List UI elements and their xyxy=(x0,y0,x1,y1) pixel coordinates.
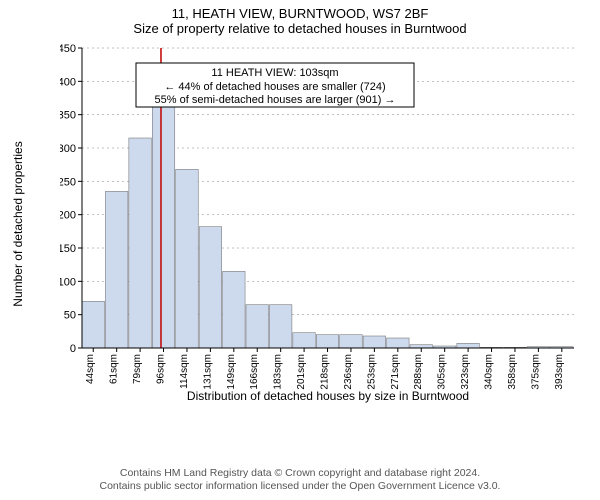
svg-text:131sqm: 131sqm xyxy=(202,354,213,390)
page-subtitle: Size of property relative to detached ho… xyxy=(0,21,600,40)
svg-text:305sqm: 305sqm xyxy=(437,354,448,390)
y-axis-label: Number of detached properties xyxy=(11,141,25,306)
svg-text:340sqm: 340sqm xyxy=(484,354,495,390)
annotation-line2: ← 44% of detached houses are smaller (72… xyxy=(164,81,385,93)
svg-text:271sqm: 271sqm xyxy=(390,354,401,390)
svg-text:114sqm: 114sqm xyxy=(179,354,190,389)
svg-text:450: 450 xyxy=(60,44,76,55)
svg-text:236sqm: 236sqm xyxy=(343,354,354,390)
annotation-line1: 11 HEATH VIEW: 103sqm xyxy=(211,67,338,79)
svg-text:201sqm: 201sqm xyxy=(296,354,307,390)
svg-text:358sqm: 358sqm xyxy=(507,354,518,390)
svg-text:253sqm: 253sqm xyxy=(366,354,377,390)
svg-text:166sqm: 166sqm xyxy=(249,354,260,390)
svg-text:150: 150 xyxy=(60,243,76,255)
svg-text:96sqm: 96sqm xyxy=(156,354,167,384)
svg-text:0: 0 xyxy=(70,343,76,355)
svg-text:323sqm: 323sqm xyxy=(460,354,471,390)
svg-text:149sqm: 149sqm xyxy=(226,354,237,390)
svg-text:61sqm: 61sqm xyxy=(109,354,120,384)
svg-text:300: 300 xyxy=(60,143,76,155)
histogram-chart: Number of detached properties 0501001502… xyxy=(36,44,586,404)
x-axis-label: Distribution of detached houses by size … xyxy=(187,389,469,403)
svg-text:393sqm: 393sqm xyxy=(554,354,565,390)
footer-line1: Contains HM Land Registry data © Crown c… xyxy=(0,467,600,481)
svg-text:288sqm: 288sqm xyxy=(413,354,424,390)
svg-text:183sqm: 183sqm xyxy=(273,354,284,390)
svg-text:44sqm: 44sqm xyxy=(85,354,96,384)
annotation-line3: 55% of semi-detached houses are larger (… xyxy=(155,94,396,106)
svg-text:400: 400 xyxy=(60,76,76,88)
svg-text:79sqm: 79sqm xyxy=(132,354,143,384)
svg-text:200: 200 xyxy=(60,210,76,222)
svg-text:350: 350 xyxy=(60,110,76,122)
svg-text:218sqm: 218sqm xyxy=(320,354,331,390)
svg-text:100: 100 xyxy=(60,276,76,288)
footer-attribution: Contains HM Land Registry data © Crown c… xyxy=(0,467,600,494)
chart-svg: 0 50 100 150 200 250 300 350 400 450 44sqm 61sqm 79s… xyxy=(60,44,582,404)
svg-text:250: 250 xyxy=(60,176,76,188)
svg-text:50: 50 xyxy=(64,310,76,322)
page-title-address: 11, HEATH VIEW, BURNTWOOD, WS7 2BF xyxy=(0,0,600,21)
footer-line2: Contains public sector information licen… xyxy=(0,480,600,494)
svg-text:375sqm: 375sqm xyxy=(530,354,541,390)
